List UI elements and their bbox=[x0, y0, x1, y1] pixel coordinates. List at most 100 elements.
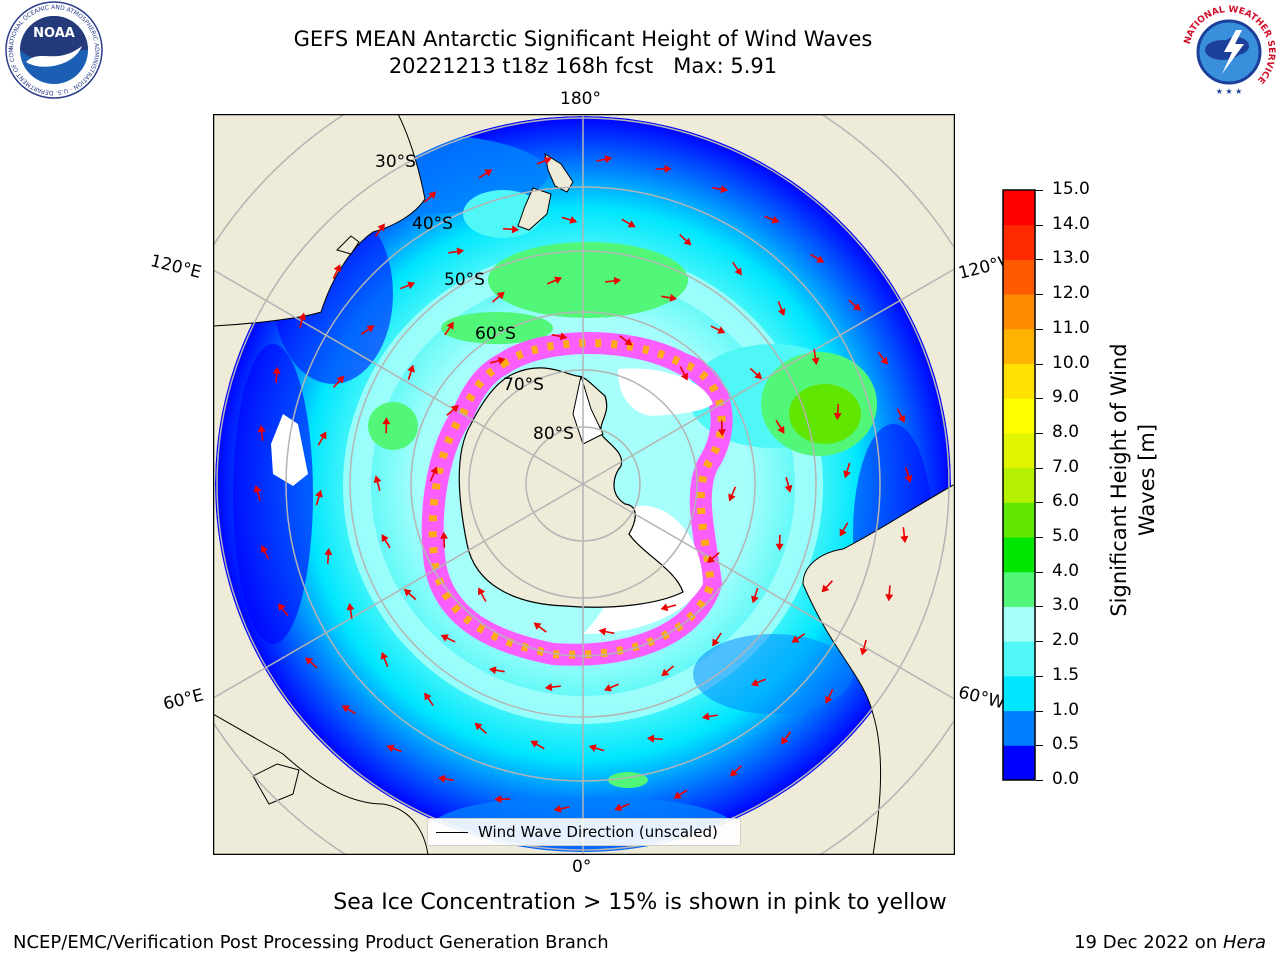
svg-text:★ ★ ★: ★ ★ ★ bbox=[1216, 87, 1243, 96]
wave-direction-arrow bbox=[732, 261, 742, 276]
colorbar-tick-label: 9.0 bbox=[1052, 387, 1080, 408]
colorbar-segment bbox=[1003, 745, 1035, 781]
colorbar-tick-mark bbox=[1036, 328, 1043, 330]
wave-direction-arrow bbox=[533, 622, 547, 633]
chart-subtitle: 20221213 t18z 168h fcst Max: 5.91 bbox=[388, 54, 778, 78]
colorbar-tick-mark bbox=[1036, 502, 1043, 504]
wave-direction-arrow bbox=[253, 484, 262, 501]
wave-direction-arrow bbox=[673, 789, 688, 799]
wave-direction-arrow bbox=[621, 218, 636, 228]
madagascar bbox=[252, 763, 300, 805]
wave-direction-arrow bbox=[530, 740, 545, 750]
colorbar-segment bbox=[1003, 432, 1035, 469]
new-zealand bbox=[544, 152, 574, 193]
lon-label-180: 180° bbox=[560, 89, 601, 109]
wave-direction-arrow bbox=[859, 639, 868, 656]
footer-machine: Hera bbox=[1222, 932, 1266, 953]
wave-direction-arrow bbox=[728, 486, 737, 502]
polar-map bbox=[213, 114, 955, 855]
wave-direction-arrow bbox=[661, 293, 678, 302]
wave-direction-arrow bbox=[424, 692, 434, 707]
graticule bbox=[213, 114, 954, 855]
colorbar-tick-label: 8.0 bbox=[1052, 421, 1080, 442]
wave-direction-arrow bbox=[781, 731, 792, 745]
wave-direction-arrow bbox=[661, 665, 675, 677]
legend-line-sample bbox=[436, 831, 468, 833]
colorbar-segment bbox=[1003, 259, 1035, 295]
lon-label-120e: 120°E bbox=[148, 251, 204, 283]
wave-direction-arrow bbox=[885, 585, 894, 602]
wave-direction-arrow bbox=[707, 552, 720, 564]
wave-direction-arrow bbox=[360, 325, 375, 335]
colorbar-segment bbox=[1003, 710, 1035, 746]
wave-direction-arrow bbox=[784, 477, 793, 493]
colorbar-tick-label: 7.0 bbox=[1052, 456, 1080, 477]
wave-direction-arrow bbox=[478, 169, 493, 179]
wave-direction-arrow bbox=[489, 356, 506, 365]
noaa-logo: NATIONAL OCEANIC AND ATMOSPHERIC ADMINIS… bbox=[4, 0, 103, 99]
wave-direction-arrow bbox=[605, 276, 622, 285]
wave-direction-arrow bbox=[603, 683, 619, 692]
wave-direction-arrow bbox=[701, 712, 718, 721]
colorbar-tick-label: 6.0 bbox=[1052, 491, 1080, 512]
wave-direction-arrow bbox=[896, 408, 906, 423]
wave-direction-arrow bbox=[839, 522, 849, 537]
wave-direction-arrow bbox=[346, 602, 355, 619]
wave-direction-arrow bbox=[900, 527, 909, 544]
colorbar bbox=[1002, 189, 1036, 781]
colorbar-tick-label: 4.0 bbox=[1052, 560, 1080, 581]
wave-direction-arrow bbox=[298, 312, 307, 329]
colorbar-segment bbox=[1003, 502, 1035, 538]
map-legend: Wind Wave Direction (unscaled) bbox=[427, 818, 741, 846]
colorbar-tick-label: 5.0 bbox=[1052, 526, 1080, 547]
lat-label-60s: 60°S bbox=[475, 324, 516, 344]
colorbar-tick-label: 1.0 bbox=[1052, 699, 1080, 720]
wave-direction-arrow bbox=[712, 632, 722, 647]
wave-direction-arrow bbox=[386, 744, 402, 753]
lon-label-60e: 60°E bbox=[161, 685, 206, 715]
wave-direction-arrow bbox=[749, 367, 763, 380]
wave-direction-arrow bbox=[614, 803, 630, 812]
wave-direction-arrow bbox=[619, 335, 633, 346]
wave-direction-arrow bbox=[491, 291, 505, 303]
colorbar-segment bbox=[1003, 606, 1035, 642]
wave-direction-arrow bbox=[777, 301, 786, 317]
wave-direction-arrow bbox=[423, 191, 437, 203]
colorbar-tick-mark bbox=[1036, 710, 1043, 712]
colorbar-tick-label: 0.0 bbox=[1052, 769, 1080, 789]
footer-date-text: 19 Dec 2022 on bbox=[1074, 932, 1223, 953]
wave-direction-arrow bbox=[655, 164, 672, 173]
colorbar-tick-label: 15.0 bbox=[1052, 179, 1090, 199]
colorbar-segment bbox=[1003, 294, 1035, 330]
wave-direction-arrow bbox=[382, 417, 391, 434]
wave-direction-arrow bbox=[598, 627, 615, 636]
wave-direction-arrow bbox=[488, 666, 505, 675]
wave-direction-arrow bbox=[429, 466, 438, 482]
colorbar-label-line2: Waves [m] bbox=[1135, 423, 1159, 537]
wave-direction-arrow bbox=[596, 155, 613, 164]
colorbar-tick-label: 14.0 bbox=[1052, 213, 1090, 234]
colorbar-segment bbox=[1003, 571, 1035, 607]
wave-direction-arrow bbox=[503, 225, 520, 234]
colorbar-tick-mark bbox=[1036, 745, 1043, 747]
africa bbox=[213, 713, 429, 855]
colorbar-tick-mark bbox=[1036, 190, 1043, 191]
wave-direction-arrow bbox=[444, 321, 454, 336]
wave-direction-arrow bbox=[341, 705, 356, 715]
wave-direction-arrow bbox=[848, 299, 861, 311]
wave-direction-arrow bbox=[679, 233, 692, 246]
wave-direction-arrow bbox=[750, 678, 766, 687]
legend-label: Wind Wave Direction (unscaled) bbox=[478, 823, 718, 841]
wave-direction-arrow bbox=[553, 804, 570, 813]
colorbar-tick-mark bbox=[1036, 780, 1043, 781]
nws-logo: NATIONAL WEATHER SERVICE ★ ★ ★ bbox=[1182, 5, 1276, 99]
footer-credit: NCEP/EMC/Verification Post Processing Pr… bbox=[13, 932, 609, 953]
wave-direction-arrow bbox=[877, 351, 888, 365]
wave-direction-arrow bbox=[332, 375, 345, 388]
wave-direction-arrow bbox=[474, 722, 487, 735]
colorbar-tick-label: 10.0 bbox=[1052, 352, 1090, 373]
wave-direction-arrow bbox=[679, 366, 688, 381]
wave-direction-arrow bbox=[324, 547, 333, 564]
wave-direction-arrow bbox=[257, 424, 266, 441]
lon-label-0: 0° bbox=[572, 857, 592, 877]
